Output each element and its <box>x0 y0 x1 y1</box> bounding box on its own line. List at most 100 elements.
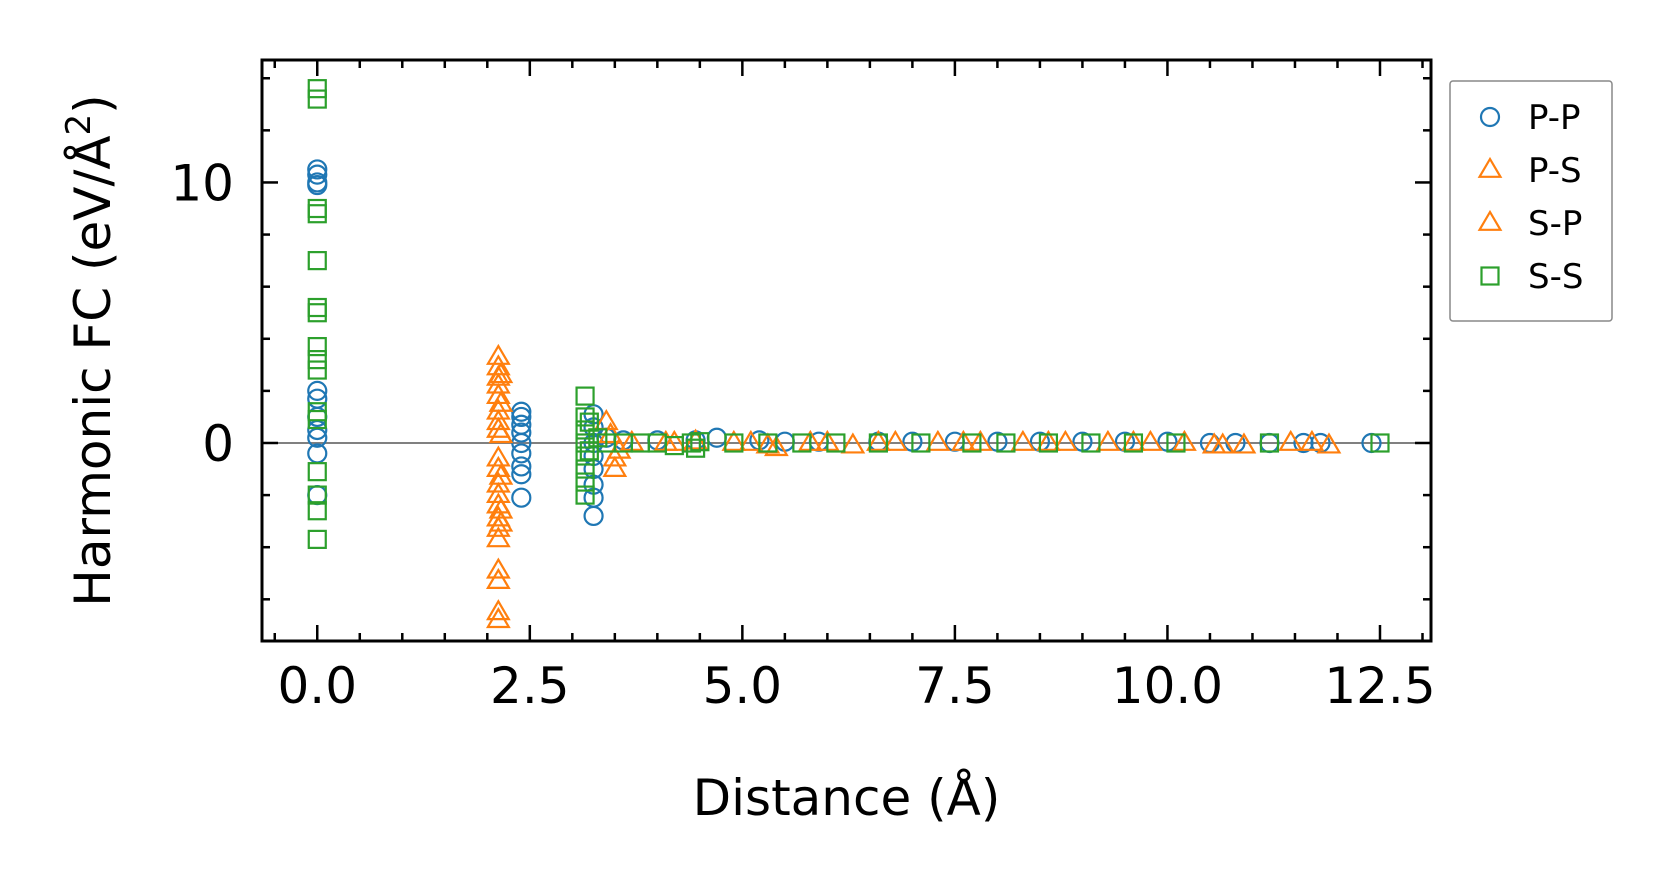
legend-label-p-s: P-S <box>1528 151 1582 191</box>
data-point-p-s <box>485 526 511 548</box>
data-point-p-s <box>1316 432 1342 454</box>
y-tick-label: 0 <box>202 415 234 473</box>
data-point-s-s <box>826 433 846 453</box>
data-point-p-p <box>511 422 532 443</box>
data-point-s-s <box>307 204 327 224</box>
x-tick-label: 0.0 <box>277 657 357 715</box>
tick-labels-layer: 0.0 2.5 5.0 7.5 10.0 12.5 0 10 <box>170 154 1435 715</box>
data-point-s-s <box>1038 433 1059 453</box>
data-point-s-p <box>488 390 514 412</box>
legend-box <box>1449 80 1613 322</box>
legend-marker-s-s <box>1480 266 1500 286</box>
data-point-s-s <box>685 438 706 458</box>
data-point-s-p <box>1210 432 1236 454</box>
data-point-s-s <box>307 485 327 505</box>
data-point-s-s <box>996 433 1016 453</box>
data-point-s-p <box>488 510 514 532</box>
data-point-s-p <box>488 422 514 444</box>
x-tick-label: 7.5 <box>915 657 995 715</box>
data-point-p-s <box>721 429 747 451</box>
data-point-p-s <box>1095 429 1121 451</box>
data-point-s-s <box>575 459 595 479</box>
data-point-s-s <box>307 89 327 109</box>
data-point-s-s <box>307 303 327 323</box>
data-point-s-s <box>307 350 327 370</box>
data-point-p-s <box>485 455 511 477</box>
data-point-p-p <box>706 427 727 448</box>
data-point-p-p <box>307 159 328 180</box>
legend-label-p-p: P-P <box>1528 98 1581 138</box>
data-point-s-s <box>1259 433 1280 453</box>
y-axis-title-close: ) <box>64 94 122 114</box>
legend-item-p-p: P-P <box>1479 98 1581 138</box>
legend-item-p-s: P-S <box>1477 151 1582 191</box>
data-point-p-s <box>883 429 908 451</box>
data-point-s-s <box>575 485 595 505</box>
data-point-s-s <box>575 446 595 466</box>
data-point-s-p <box>1121 429 1146 451</box>
data-point-s-s <box>1081 433 1101 453</box>
data-point-p-s <box>485 557 511 579</box>
data-point-s-s <box>690 432 710 452</box>
data-point-s-s <box>575 386 595 406</box>
data-point-p-s <box>1138 429 1163 451</box>
data-point-s-s <box>307 198 327 219</box>
data-point-p-s <box>485 567 511 589</box>
data-point-p-s <box>485 343 511 365</box>
legend-marker-p-p <box>1479 106 1501 128</box>
y-axis-title-main: Harmonic FC (eV/Å <box>64 135 122 606</box>
data-point-s-p <box>661 429 687 451</box>
data-point-p-p <box>511 487 532 508</box>
legend-item-s-s: S-S <box>1480 257 1583 297</box>
data-point-p-p <box>511 443 532 464</box>
x-tick-label: 12.5 <box>1324 657 1435 715</box>
data-point-s-p <box>488 497 514 519</box>
legend-marker-p-s <box>1477 156 1503 178</box>
data-point-p-s <box>602 455 628 477</box>
data-point-s-s <box>307 297 327 318</box>
data-point-s-s <box>758 433 778 453</box>
data-point-s-s <box>724 433 744 453</box>
data-point-p-s <box>485 445 511 467</box>
y-axis-title-superscript: 2 <box>59 114 99 136</box>
data-point-p-s <box>485 599 511 621</box>
legend-label-s-p: S-P <box>1528 204 1582 244</box>
data-point-s-s <box>575 472 595 492</box>
data-point-s-p <box>1299 429 1325 451</box>
legend-marker-s-p <box>1477 209 1503 231</box>
data-point-p-s <box>1231 432 1257 454</box>
data-point-p-p <box>583 505 604 527</box>
data-point-s-s <box>307 360 327 380</box>
data-point-p-p <box>511 456 532 477</box>
data-point-s-s <box>792 433 812 453</box>
data-point-s-s <box>307 251 327 271</box>
data-point-p-p <box>511 406 532 428</box>
data-point-s-s <box>575 407 595 427</box>
data-point-p-s <box>840 432 866 454</box>
data-point-s-p <box>488 362 514 384</box>
data-point-s-s <box>307 336 327 357</box>
x-tick-label: 10.0 <box>1112 657 1223 715</box>
data-point-p-s <box>763 435 789 457</box>
data-point-s-s <box>307 529 327 549</box>
data-point-p-p <box>307 164 328 185</box>
data-point-p-s <box>485 606 511 629</box>
axis-ticks-layer <box>262 60 1431 641</box>
series-p-s <box>485 343 1342 629</box>
series-p-p <box>307 159 1382 527</box>
y-tick-label: 10 <box>170 154 234 212</box>
data-point-p-s <box>485 372 511 394</box>
data-point-p-s <box>925 429 951 451</box>
data-point-s-s <box>1370 433 1390 453</box>
data-point-s-s <box>307 79 327 99</box>
data-point-p-s <box>1010 429 1036 451</box>
plot-frame <box>260 58 1433 643</box>
data-point-s-s <box>1123 433 1144 453</box>
data-point-p-s <box>1278 429 1304 451</box>
y-axis-title: Harmonic FC (eV/Å2) <box>59 94 122 606</box>
legend-item-s-p: S-P <box>1477 204 1582 244</box>
data-point-p-s <box>1053 429 1078 451</box>
data-point-s-s <box>307 409 327 430</box>
